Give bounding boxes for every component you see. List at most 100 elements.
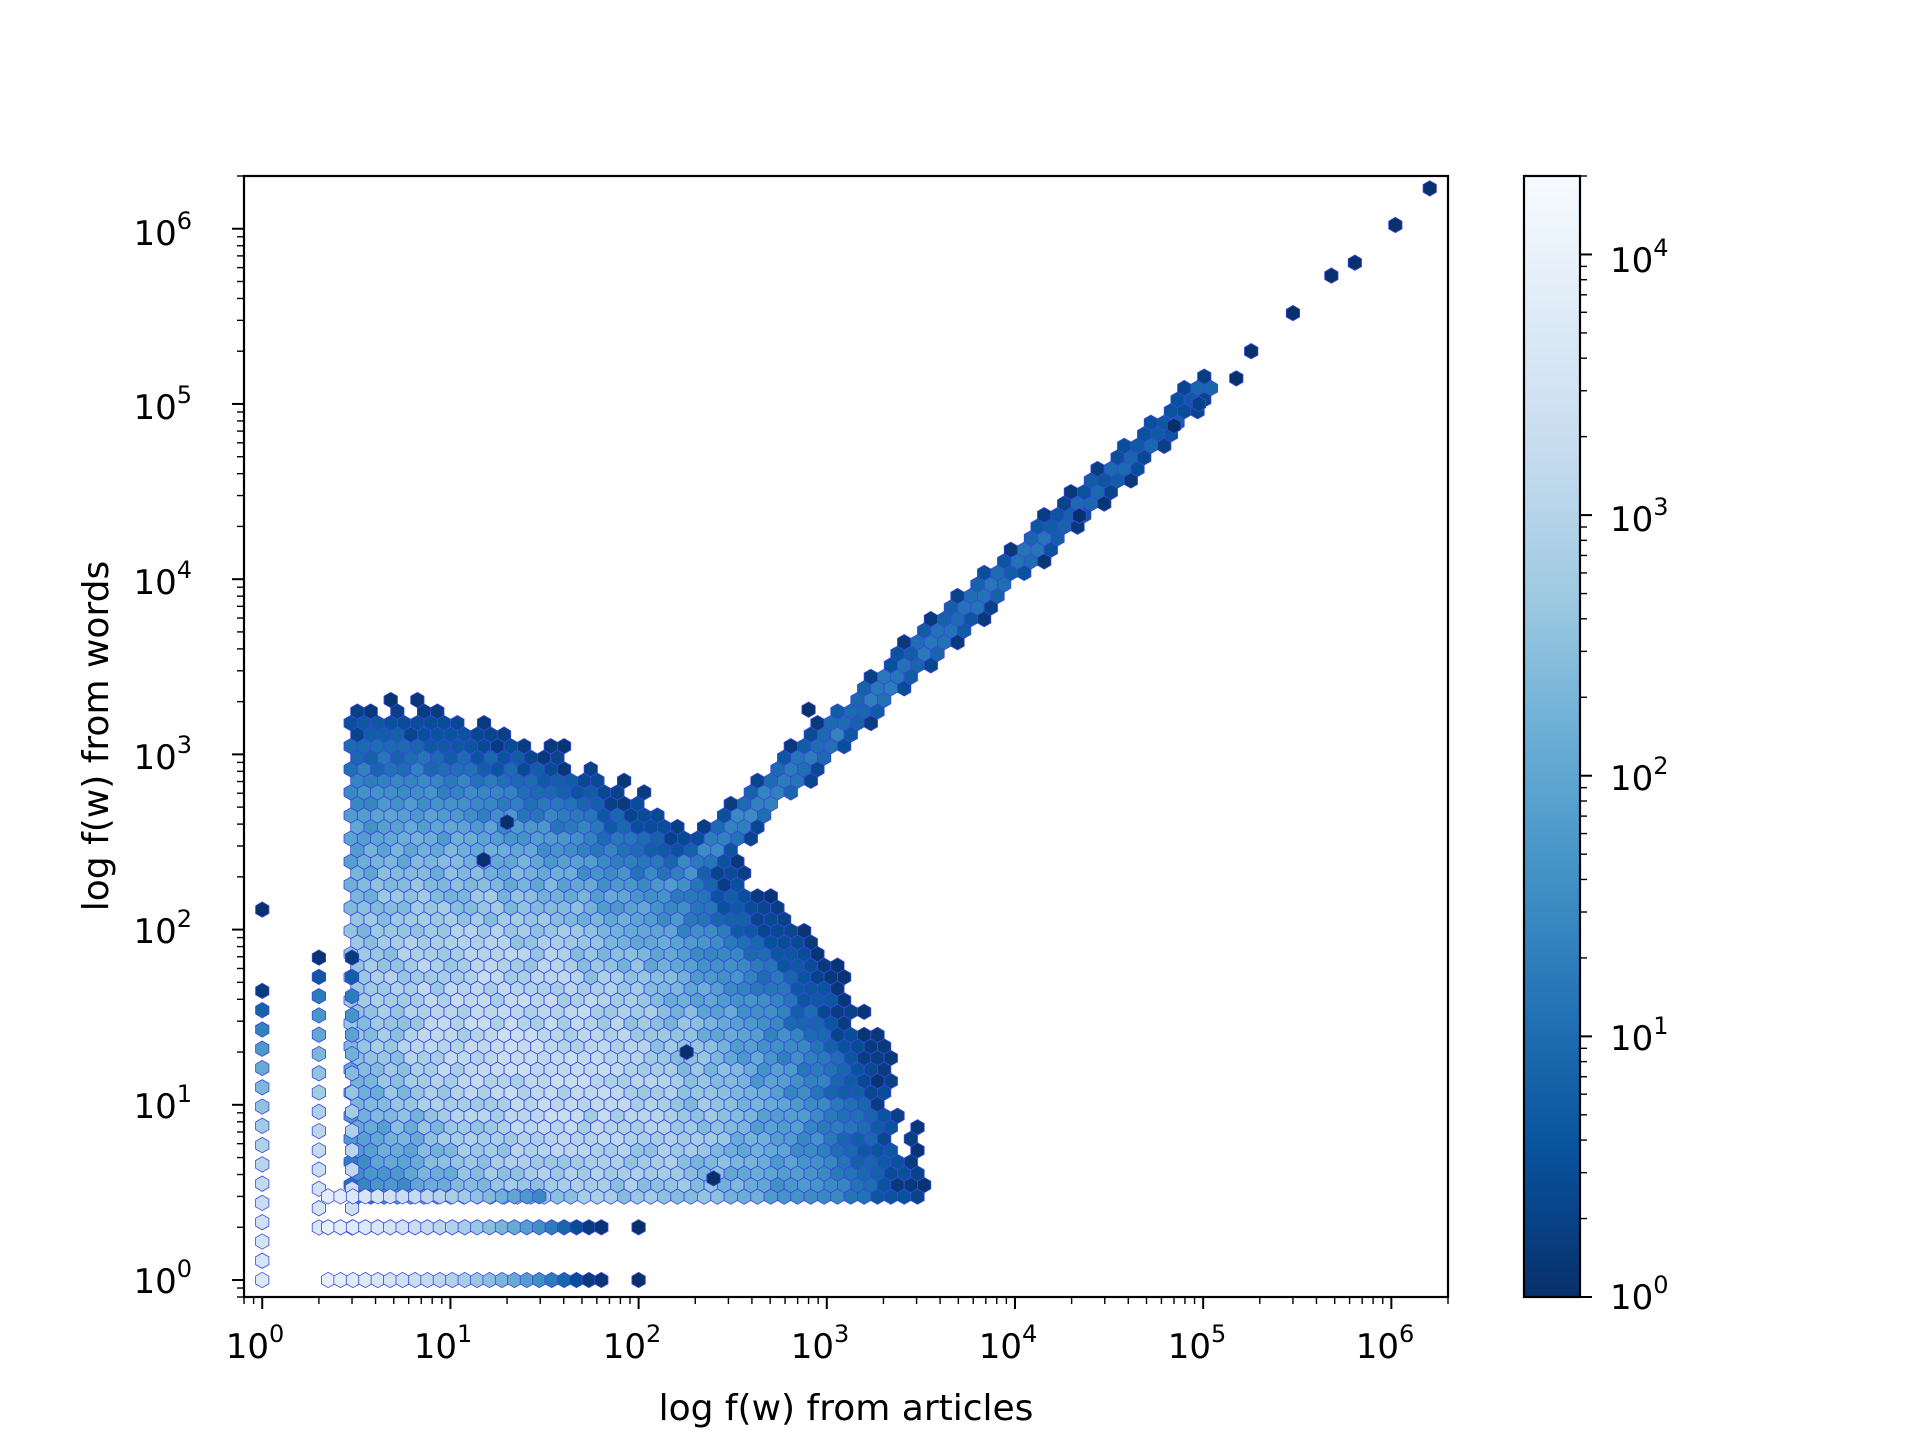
hexbin-cell-outlier: [255, 901, 270, 918]
hexbin-cell-band: [507, 1219, 522, 1236]
hexbin-cell-low-x: [255, 1156, 270, 1173]
hexbin-cell: [857, 1026, 872, 1044]
hexbin-cell-band: [395, 1188, 410, 1205]
hexbin-cell: [897, 634, 912, 651]
hexbin-cell: [977, 564, 992, 582]
x-tick-label-1000: 103: [791, 1320, 850, 1367]
hexbin-cell-outlier: [1244, 343, 1259, 360]
hexbin-cell-band: [432, 1271, 448, 1289]
hexbin-cell-band: [358, 1219, 373, 1236]
hexbin-cell-low-x: [311, 1045, 327, 1063]
x-tick-label-100000: 105: [1168, 1320, 1227, 1367]
hexbin-cell: [830, 703, 845, 720]
hexbin-cell-low-x: [344, 1122, 360, 1140]
hexbin-cell-band: [544, 1219, 559, 1236]
hexbin-cell-low-x: [311, 1200, 327, 1217]
hexbin-cell: [637, 784, 652, 801]
hexbin-cell-outlier: [499, 814, 515, 831]
hexbin-cell: [1003, 541, 1018, 558]
hexbin-cell: [910, 1119, 925, 1136]
hexbin-cell-outlier: [679, 1043, 694, 1061]
hexbin-cell-band: [519, 1271, 534, 1289]
hexbin-cell-outlier: [1347, 254, 1362, 271]
colorbar-gradient: [1524, 176, 1580, 1297]
hexbin-cell: [950, 587, 965, 605]
hexbin-cell-low-x: [255, 1079, 270, 1096]
hexbin-cell: [750, 888, 765, 905]
hexbin-cell-outlier: [1229, 370, 1244, 387]
hexbin-cell: [350, 703, 365, 720]
hexbin-cells: [255, 180, 1437, 1289]
y-tick-label-10000: 104: [133, 556, 192, 603]
x-tick-label-1000000: 106: [1356, 1320, 1415, 1367]
hexbin-cell-outlier: [1072, 507, 1087, 524]
hexbin-cell-low-x: [311, 968, 327, 986]
hexbin-cell-band: [494, 1271, 510, 1289]
hexbin-cell-band: [507, 1188, 522, 1205]
hexbin-cell-band: [494, 1188, 510, 1205]
hexbin-cell-low-x: [344, 1045, 360, 1063]
hexbin-cell-band: [569, 1219, 584, 1236]
y-axis-ticks: [232, 175, 244, 1298]
hexbin-cell-low-x: [344, 988, 360, 1005]
colorbar-tick-label-1: 100: [1610, 1271, 1669, 1318]
hexbin-cell: [830, 957, 845, 974]
hexbin-cell-band: [557, 1271, 572, 1289]
hexbin-cell-low-x: [311, 949, 327, 966]
hexbin-cell-band: [370, 1271, 385, 1289]
hexbin-cell-band: [320, 1188, 336, 1205]
hexbin-cell: [750, 772, 765, 789]
hexbin-cell: [430, 703, 445, 720]
hexbin-cell: [410, 691, 425, 709]
hexbin-cell: [810, 714, 825, 732]
hexbin-cell-band: [470, 1271, 485, 1289]
hexbin-cell-band: [457, 1271, 472, 1289]
hexbin-cell: [450, 714, 465, 732]
hexbin-cell-band: [445, 1271, 460, 1289]
hexbin-cell-band: [482, 1188, 497, 1205]
hexbin-cell: [1197, 368, 1212, 385]
hexbin-cell-outlier: [1285, 304, 1300, 322]
x-axis-label: log f(w) from articles: [659, 1388, 1034, 1429]
hexbin-cell-band: [320, 1219, 336, 1236]
colorbar-frame: [1522, 174, 1582, 1299]
hexbin-cell-band: [569, 1271, 584, 1289]
hexbin-cell-band: [407, 1271, 423, 1289]
colorbar-tick-label-10000: 104: [1610, 234, 1669, 281]
hexbin-cell-low-x: [255, 1252, 270, 1269]
hexbin-cell-band: [494, 1219, 510, 1236]
hexbin-cell-outlier: [1324, 267, 1339, 284]
hexbin-cell-band: [345, 1219, 361, 1236]
hexbin-cell-low-x: [255, 1117, 270, 1134]
hexbin-cell: [923, 610, 938, 628]
hexbin-cell-band: [594, 1219, 609, 1236]
hexbin-cell-low-x: [255, 1214, 270, 1231]
hexbin-cell-outlier: [706, 1170, 721, 1187]
hexbin-cell-band: [457, 1219, 472, 1236]
hexbin-cell-low-x: [255, 1233, 270, 1250]
hexbin-cell: [1117, 437, 1132, 455]
hexbin-cell-low-x: [311, 1161, 327, 1178]
hexbin-cell-band: [594, 1271, 609, 1289]
hexbin-cell-low-x: [311, 1065, 327, 1082]
hexbin-cell-low-x: [311, 1026, 327, 1043]
hexbin-cell-low-x: [344, 1065, 360, 1082]
hexbin-cell: [723, 795, 738, 813]
hexbin-cell: [797, 922, 812, 940]
hexbin-cell-band: [432, 1188, 448, 1205]
hexbin-cell: [557, 738, 572, 755]
hexbin-cell-band: [581, 1271, 596, 1289]
colorbar-ticks: [1580, 175, 1592, 1298]
hexbin-cell-outlier: [1422, 180, 1437, 197]
y-tick-labels: 100 101 102 103 104 105 106: [133, 207, 192, 1302]
hexbin-cell-band: [519, 1219, 534, 1236]
hexbin-cell-band: [370, 1188, 385, 1205]
hexbin-cell-band: [345, 1271, 361, 1289]
y-tick-label-100: 102: [133, 905, 192, 952]
hexbin-cell: [670, 818, 685, 836]
colorbar-tick-label-10: 101: [1610, 1012, 1669, 1059]
hexbin-cell: [383, 691, 398, 709]
hexbin-cell-band: [470, 1188, 485, 1205]
hexbin-cell-band: [320, 1271, 336, 1289]
